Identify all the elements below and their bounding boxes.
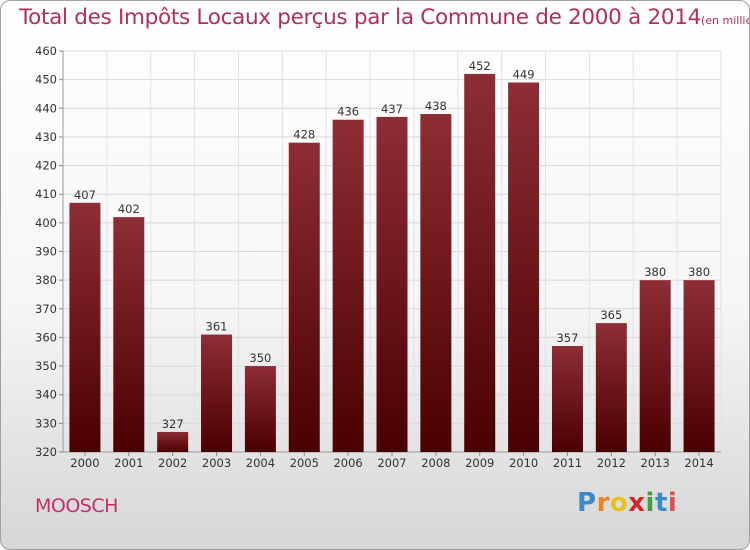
bar-2008[interactable] — [420, 114, 452, 452]
bar-2011[interactable] — [551, 346, 583, 452]
data-label: 449 — [513, 68, 535, 82]
x-tick-label: 2001 — [114, 456, 143, 470]
bars — [69, 73, 715, 453]
y-tick-label: 390 — [35, 245, 57, 259]
bar-2000[interactable] — [69, 202, 101, 452]
x-tick-label: 2012 — [597, 456, 626, 470]
data-label: 437 — [381, 102, 403, 116]
logo-letter: P — [577, 488, 597, 518]
proxiti-logo[interactable]: Proxiti — [577, 488, 677, 518]
bar-2009[interactable] — [464, 73, 496, 453]
x-tick-label: 2003 — [202, 456, 231, 470]
data-label: 361 — [206, 320, 228, 334]
bar-2012[interactable] — [595, 323, 627, 452]
bar-2014[interactable] — [683, 280, 715, 452]
logo-letter: i — [645, 488, 655, 518]
bar-2006[interactable] — [332, 119, 364, 452]
data-label: 407 — [74, 188, 96, 202]
bar-2010[interactable] — [508, 82, 540, 452]
commune-name: MOOSCH — [35, 495, 118, 517]
data-label: 350 — [249, 351, 271, 365]
data-label: 438 — [425, 99, 447, 113]
labels: 320 330 340 350 360 370 380 390 400 410 420 430 440 4… — [35, 44, 714, 470]
bar-2005[interactable] — [288, 142, 320, 452]
x-tick-label: 2011 — [553, 456, 582, 470]
data-label: 365 — [600, 308, 622, 322]
y-tick-label: 430 — [35, 130, 57, 144]
data-label: 380 — [644, 265, 666, 279]
y-tick-label: 330 — [35, 416, 57, 430]
y-tick-label: 350 — [35, 359, 57, 373]
y-tick-label: 420 — [35, 159, 57, 173]
y-tick-label: 440 — [35, 101, 57, 115]
y-tick-label: 460 — [35, 44, 57, 58]
bar-2003[interactable] — [201, 334, 233, 452]
data-label: 380 — [688, 265, 710, 279]
x-tick-label: 2009 — [465, 456, 494, 470]
x-tick-label: 2002 — [158, 456, 187, 470]
y-tick-label: 450 — [35, 73, 57, 87]
bar-2007[interactable] — [376, 116, 408, 452]
bar-2001[interactable] — [113, 217, 145, 452]
x-tick-label: 2000 — [70, 456, 99, 470]
y-tick-label: 360 — [35, 330, 57, 344]
x-tick-label: 2004 — [246, 456, 275, 470]
logo-letter: r — [596, 488, 610, 518]
y-tick-label: 410 — [35, 187, 57, 201]
bar-2004[interactable] — [244, 366, 276, 452]
chart-unit: (en milliers d'€) — [701, 14, 749, 27]
logo-letter: i — [667, 488, 678, 518]
chart-title-text: Total des Impôts Locaux perçus par la Co… — [19, 5, 701, 30]
logo-letter: x — [628, 488, 646, 518]
x-tick-label: 2008 — [421, 456, 450, 470]
logo-letter: o — [609, 488, 629, 518]
y-tick-label: 320 — [35, 445, 57, 459]
y-tick-label: 380 — [35, 273, 57, 287]
x-tick-label: 2006 — [333, 456, 362, 470]
logo-letter: t — [654, 488, 668, 518]
data-label: 452 — [469, 59, 491, 73]
x-tick-label: 2007 — [377, 456, 406, 470]
y-tick-label: 400 — [35, 216, 57, 230]
x-tick-label: 2010 — [509, 456, 538, 470]
x-tick-label: 2014 — [684, 456, 713, 470]
y-tick-label: 340 — [35, 388, 57, 402]
data-label: 402 — [118, 202, 140, 216]
data-label: 428 — [293, 128, 315, 142]
data-label: 436 — [337, 105, 359, 119]
bar-2002[interactable] — [157, 431, 189, 452]
y-tick-label: 370 — [35, 302, 57, 316]
chart-title: Total des Impôts Locaux perçus par la Co… — [19, 5, 749, 30]
x-tick-label: 2013 — [641, 456, 670, 470]
x-tick-label: 2005 — [290, 456, 319, 470]
data-label: 327 — [162, 417, 184, 431]
data-label: 357 — [556, 331, 578, 345]
bar-2013[interactable] — [639, 280, 671, 452]
